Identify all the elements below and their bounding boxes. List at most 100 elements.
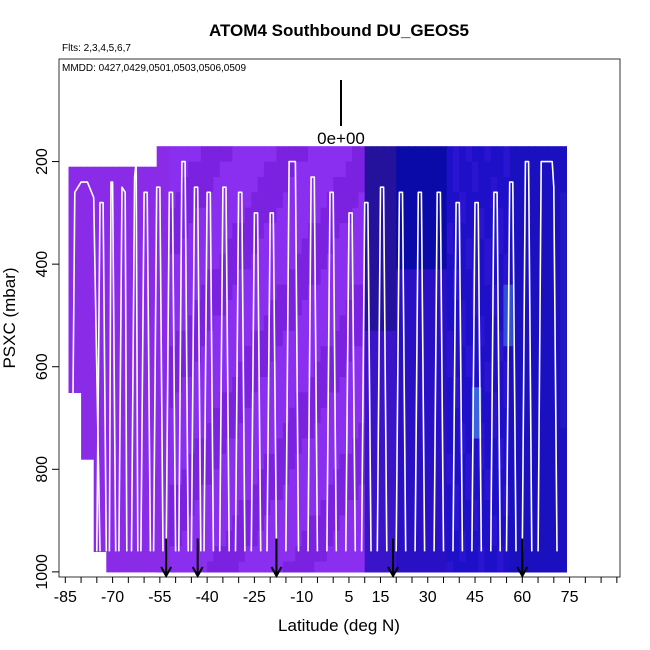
heat-cell (100, 412, 107, 429)
heat-cell (383, 546, 391, 563)
heat-cell (118, 536, 126, 552)
heat-cell (232, 161, 240, 178)
heat-cell (427, 469, 435, 486)
heat-cell (415, 407, 422, 424)
heat-cell (522, 515, 530, 532)
heat-cell (238, 330, 246, 347)
heat-cell (244, 223, 252, 240)
heat-cell (352, 146, 359, 163)
heat-cell (333, 407, 341, 424)
heat-cell (156, 377, 164, 393)
heat-cell (232, 561, 240, 573)
heat-cell (244, 438, 252, 455)
heat-cell (484, 207, 492, 224)
heat-cell (276, 146, 284, 163)
heat-cell (320, 161, 328, 178)
heat-cell (352, 300, 359, 316)
heat-cell (339, 423, 347, 440)
heat-cell (74, 197, 82, 214)
heat-cell (308, 238, 315, 255)
heat-cell (553, 423, 561, 440)
heat-cell (484, 238, 492, 255)
heat-cell (497, 238, 504, 255)
heat-cell (131, 536, 139, 552)
heat-cell (497, 315, 504, 332)
heat-cell (377, 530, 385, 547)
heat-cell (377, 269, 385, 286)
heat-cell (87, 366, 95, 383)
heat-cell (125, 366, 133, 383)
heat-cell (320, 192, 328, 209)
heat-cell (453, 561, 460, 573)
heat-cell (516, 315, 523, 332)
heat-cell (339, 253, 347, 270)
heat-cell (112, 305, 120, 322)
heat-cell (213, 407, 221, 424)
heat-cell (471, 284, 479, 301)
heat-cell (560, 484, 567, 501)
heat-cell (389, 423, 397, 440)
heat-cell (232, 377, 240, 393)
heat-cell (276, 223, 284, 240)
heat-cell (547, 284, 555, 301)
heat-cell (547, 423, 555, 440)
heat-cell (421, 377, 429, 393)
heat-cell (446, 253, 454, 270)
heat-cell (371, 515, 378, 532)
heat-cell (68, 382, 76, 393)
heat-cell (522, 361, 530, 378)
heat-cell (244, 500, 252, 517)
heat-cell (516, 192, 523, 209)
heat-cell (446, 484, 454, 501)
heat-cell (408, 284, 416, 301)
heat-cell (446, 407, 454, 424)
heat-cell (427, 346, 435, 363)
heat-cell (497, 377, 504, 393)
heat-cell (352, 438, 359, 455)
heat-cell (541, 207, 549, 224)
heat-cell (396, 438, 404, 455)
heat-cell (207, 530, 214, 547)
heat-cell (453, 330, 460, 347)
heat-cell (112, 412, 120, 429)
heat-cell (534, 392, 542, 409)
heat-cell (125, 274, 133, 291)
heat-cell (118, 259, 126, 275)
heat-cell (131, 428, 139, 445)
heat-cell (371, 253, 378, 270)
heat-cell (516, 284, 523, 301)
heat-cell (257, 453, 265, 470)
heat-cell (219, 469, 227, 486)
heat-cell (156, 330, 164, 347)
heat-cell (131, 382, 139, 399)
heat-cell (364, 561, 372, 573)
heat-cell (244, 361, 252, 378)
heat-cell (169, 423, 177, 440)
heat-cell (326, 500, 334, 517)
heat-cell (232, 238, 240, 255)
heat-cell (534, 192, 542, 209)
heat-cell (389, 330, 397, 347)
heat-cell (471, 453, 479, 470)
heat-cell (383, 315, 391, 332)
heat-cell (503, 392, 511, 409)
heat-cell (131, 566, 139, 573)
heat-cell (478, 207, 486, 224)
heat-cell (339, 484, 347, 501)
heat-cell (289, 377, 296, 393)
heat-cell (364, 500, 372, 517)
heat-cell (100, 320, 107, 337)
heat-cell (522, 300, 530, 316)
heat-cell (364, 392, 372, 409)
heat-cell (459, 377, 467, 393)
heat-cell (131, 505, 139, 522)
heat-cell (81, 274, 88, 291)
heat-cell (541, 546, 549, 563)
heat-cell (339, 561, 347, 573)
heat-cell (137, 412, 145, 429)
x-tick-label: -70 (101, 589, 124, 606)
heat-cell (200, 284, 208, 301)
heat-cell (377, 330, 385, 347)
heat-cell (118, 551, 126, 568)
heat-cell (131, 412, 139, 429)
